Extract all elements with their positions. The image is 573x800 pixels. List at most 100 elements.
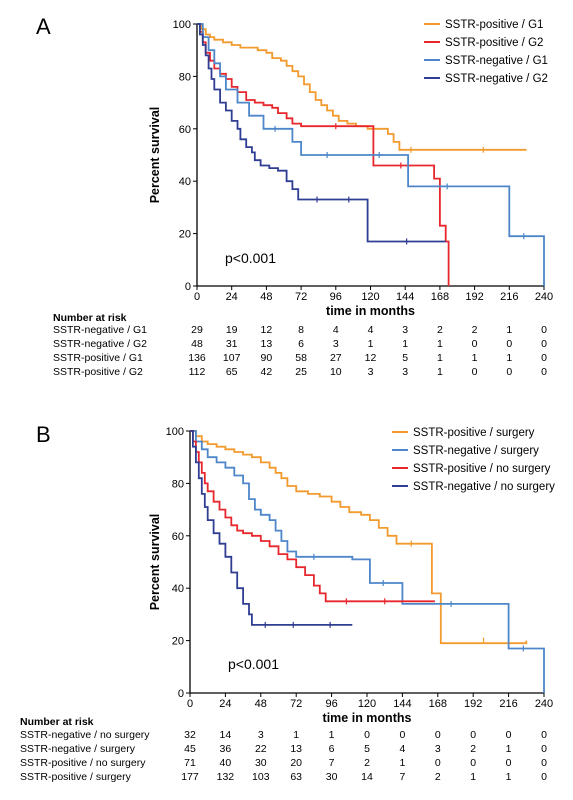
risk-count: 13 <box>290 743 302 755</box>
legend-entry: SSTR-negative / surgery <box>413 445 539 457</box>
risk-count: 0 <box>506 366 512 378</box>
risk-count: 7 <box>329 757 335 769</box>
x-tick-label: 72 <box>290 698 302 710</box>
y-axis-label: Percent survival <box>148 514 162 611</box>
p-value-annotation: p<0.001 <box>225 250 276 266</box>
risk-count: 32 <box>184 729 196 741</box>
risk-count: 2 <box>435 771 441 783</box>
risk-count: 4 <box>333 324 339 336</box>
risk-count: 132 <box>217 771 235 783</box>
risk-count: 14 <box>361 771 373 783</box>
risk-count: 103 <box>252 771 270 783</box>
y-axis-label: Percent survival <box>148 107 162 204</box>
x-tick-label: 168 <box>431 291 449 303</box>
y-tick-label: 100 <box>173 19 191 31</box>
risk-count: 2 <box>472 324 478 336</box>
y-tick-label: 0 <box>178 688 184 700</box>
risk-count: 6 <box>298 338 304 350</box>
risk-count: 2 <box>470 743 476 755</box>
risk-count: 3 <box>402 324 408 336</box>
risk-count: 14 <box>220 729 232 741</box>
survival-curve-0 <box>190 430 528 645</box>
risk-count: 45 <box>184 743 196 755</box>
x-tick-label: 24 <box>219 698 231 710</box>
panel-letter: A <box>36 14 51 39</box>
legend-entry: SSTR-positive / no surgery <box>413 463 551 475</box>
risk-count: 1 <box>506 771 512 783</box>
risk-count: 3 <box>368 366 374 378</box>
risk-count: 0 <box>472 366 478 378</box>
legend-entry: SSTR-positive / G1 <box>445 19 543 31</box>
risk-table-title: Number at risk <box>20 716 94 728</box>
risk-row-label: SSTR-positive / G1 <box>53 352 143 364</box>
y-tick-label: 20 <box>179 229 191 241</box>
risk-count: 2 <box>364 757 370 769</box>
risk-count: 31 <box>226 338 238 350</box>
risk-count: 0 <box>506 757 512 769</box>
risk-count: 36 <box>220 743 232 755</box>
x-axis-label: time in months <box>326 304 415 318</box>
risk-count: 30 <box>255 757 267 769</box>
risk-count: 5 <box>402 352 408 364</box>
risk-count: 0 <box>541 729 547 741</box>
risk-count: 0 <box>541 366 547 378</box>
risk-count: 22 <box>255 743 267 755</box>
risk-count: 48 <box>191 338 203 350</box>
risk-count: 0 <box>435 729 441 741</box>
risk-row-label: SSTR-negative / G1 <box>53 324 147 336</box>
risk-count: 58 <box>295 352 307 364</box>
x-tick-label: 120 <box>361 291 379 303</box>
y-tick-label: 80 <box>172 478 184 490</box>
y-tick-label: 0 <box>185 281 191 293</box>
y-tick-label: 40 <box>179 176 191 188</box>
risk-count: 27 <box>330 352 342 364</box>
risk-count: 136 <box>188 352 206 364</box>
risk-count: 13 <box>261 338 273 350</box>
x-axis-label: time in months <box>323 711 412 725</box>
legend-entry: SSTR-negative / no surgery <box>413 481 555 493</box>
risk-count: 1 <box>368 338 374 350</box>
x-tick-label: 120 <box>358 698 376 710</box>
risk-count: 5 <box>364 743 370 755</box>
risk-count: 0 <box>399 729 405 741</box>
x-tick-label: 192 <box>464 698 482 710</box>
risk-count: 40 <box>220 757 232 769</box>
y-tick-label: 100 <box>166 426 184 438</box>
risk-count: 12 <box>365 352 377 364</box>
x-tick-label: 96 <box>325 698 337 710</box>
x-tick-label: 24 <box>226 291 238 303</box>
risk-count: 0 <box>541 324 547 336</box>
risk-row-label: SSTR-negative / G2 <box>53 338 147 350</box>
legend-entry: SSTR-negative / G1 <box>445 55 548 67</box>
legend-entry: SSTR-positive / surgery <box>413 427 535 439</box>
risk-count: 0 <box>470 757 476 769</box>
risk-table-title: Number at risk <box>53 312 127 324</box>
risk-count: 1 <box>472 352 478 364</box>
risk-count: 112 <box>189 366 206 378</box>
risk-count: 0 <box>541 338 547 350</box>
y-tick-label: 20 <box>172 636 184 648</box>
risk-count: 42 <box>261 366 273 378</box>
risk-row-label: SSTR-positive / no surgery <box>20 757 146 769</box>
x-tick-label: 240 <box>535 698 553 710</box>
risk-count: 4 <box>399 743 405 755</box>
survival-curve-0 <box>197 23 527 151</box>
risk-count: 3 <box>333 338 339 350</box>
survival-curve-1 <box>190 430 545 693</box>
risk-count: 12 <box>261 324 273 336</box>
risk-count: 0 <box>472 338 478 350</box>
x-tick-label: 144 <box>393 698 411 710</box>
risk-count: 71 <box>184 757 196 769</box>
x-tick-label: 48 <box>255 698 267 710</box>
y-tick-label: 60 <box>172 531 184 543</box>
risk-count: 25 <box>295 366 307 378</box>
x-tick-label: 192 <box>465 291 483 303</box>
risk-count: 90 <box>261 352 273 364</box>
risk-count: 7 <box>399 771 405 783</box>
risk-count: 1 <box>506 352 512 364</box>
risk-count: 1 <box>437 352 443 364</box>
risk-count: 1 <box>470 771 476 783</box>
